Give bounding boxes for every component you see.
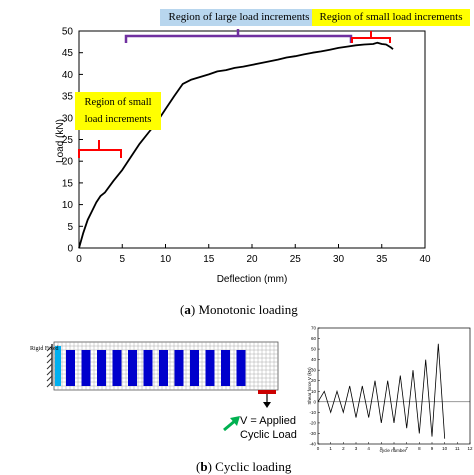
caption-b-text: Cyclic loading — [215, 459, 292, 474]
cyclic-load-line — [317, 343, 446, 439]
caption-a-text: Monotonic loading — [198, 302, 298, 317]
y-tick-label: 30 — [62, 113, 74, 124]
load-plate — [258, 390, 276, 394]
y-tick-label: 10 — [62, 200, 74, 211]
cyclic-x-tick-label: 1 — [329, 446, 332, 451]
fe-model-drawing: Rigid Fixed V = Applied Cyclic Load — [30, 341, 297, 441]
mesh-block — [97, 350, 106, 386]
small-region-left-line1: Region of small — [84, 97, 152, 108]
load-deflection-line — [78, 41, 394, 249]
y-tick-label: 15 — [62, 178, 74, 189]
cyclic-y-tick-label: 50 — [311, 347, 317, 352]
x-tick-label: 35 — [376, 254, 388, 265]
x-tick-label: 40 — [419, 254, 431, 265]
y-tick-label: 20 — [62, 157, 74, 168]
mesh-block — [236, 350, 246, 386]
small-region-right-bracket — [351, 31, 391, 43]
cyclic-x-tick-label: 4 — [367, 446, 370, 451]
green-arrow-head — [230, 416, 240, 426]
cyclic-x-tick-label: 0 — [317, 446, 320, 451]
applied-load-label-1: V = Applied — [240, 415, 296, 427]
y-tick-label: 50 — [62, 27, 74, 38]
y-tick-label: 5 — [67, 222, 73, 233]
rigid-fixed-label: Rigid Fixed — [30, 346, 59, 352]
cyclic-x-tick-label: 5 — [380, 446, 383, 451]
x-tick-label: 5 — [119, 254, 125, 265]
small-region-left-label: Region of small load increments — [75, 92, 161, 130]
caption-b-label: b — [200, 459, 208, 474]
y-tick-label: 0 — [67, 244, 73, 255]
x-tick-label: 10 — [160, 254, 172, 265]
cyclic-y-tick-label: 0 — [313, 399, 316, 404]
cyclic-series — [317, 343, 446, 439]
small-region-left-line2: load increments — [84, 114, 152, 125]
x-tick-label: 0 — [76, 254, 82, 265]
monotonic-series — [78, 41, 394, 249]
cyclic-x-tick-label: 12 — [467, 446, 473, 451]
mesh-block — [174, 350, 184, 386]
x-tick-label: 15 — [203, 254, 215, 265]
cyclic-y-tick-label: 30 — [311, 368, 317, 373]
load-arrow-head — [263, 402, 271, 408]
cyclic-x-tick-label: 10 — [442, 446, 448, 451]
x-tick-label: 20 — [246, 254, 258, 265]
small-region-right-label: Region of small load increments — [312, 9, 470, 26]
cyclic-x-tick-label: 6 — [393, 446, 396, 451]
monotonic-x-axis-label: Deflection (mm) — [217, 274, 288, 285]
cyclic-x-tick-label: 9 — [431, 446, 434, 451]
caption-a: (a) Monotonic loading — [180, 302, 298, 317]
cyclic-y-tick-label: -30 — [309, 431, 316, 436]
cyclic-x-tick-label: 7 — [405, 446, 408, 451]
x-tick-label: 30 — [333, 254, 345, 265]
monotonic-y-axis-label: Load (kN) — [55, 119, 66, 163]
cyclic-x-axis-label: cycle number — [380, 448, 407, 453]
mesh-block — [112, 350, 122, 386]
mesh-block — [66, 350, 75, 386]
cyclic-x-tick-label: 3 — [355, 446, 358, 451]
caption-a-label: a — [184, 302, 191, 317]
mesh-block — [128, 350, 137, 386]
monotonic-tick-labels: 0 5 10 15 20 25 30 35 40 0 5 10 15 20 25 30 35 40 45 50 — [62, 27, 431, 266]
cyclic-x-tick-label: 11 — [455, 446, 460, 451]
y-tick-label: 35 — [62, 92, 74, 103]
mesh-blue-blocks — [66, 350, 246, 386]
cyclic-y-axis-label: Shear force V (kN) — [307, 367, 312, 405]
small-region-left-bracket — [78, 140, 122, 158]
cyclic-axes — [317, 327, 471, 445]
cyclic-y-tick-label: 40 — [311, 357, 317, 362]
y-tick-label: 45 — [62, 48, 74, 59]
cyclic-chart: 0 1 2 3 4 5 6 7 8 9 10 11 12-40-30-20-10010203040506… — [307, 326, 473, 454]
cyclic-tick-labels: 0 1 2 3 4 5 6 7 8 9 10 11 12-40-30-20-10010203040506… — [309, 326, 473, 452]
cyclic-y-tick-label: -20 — [309, 420, 316, 425]
cyclic-y-tick-label: -40 — [309, 442, 316, 447]
x-tick-label: 25 — [290, 254, 302, 265]
monotonic-chart: 0 5 10 15 20 25 30 35 40 0 5 10 15 20 25 30 35 40 45 50 Def… — [55, 27, 431, 286]
cyclic-y-tick-label: 10 — [311, 389, 317, 394]
y-tick-label: 40 — [62, 70, 74, 81]
y-tick-label: 25 — [62, 135, 74, 146]
mesh-block — [221, 350, 230, 386]
cyclic-y-tick-label: 20 — [311, 378, 317, 383]
cyclic-y-tick-label: -10 — [309, 410, 316, 415]
large-region-label: Region of large load increments — [160, 9, 318, 26]
cyclic-y-tick-label: 60 — [311, 336, 317, 341]
support-strip — [55, 346, 61, 386]
caption-b: (b) Cyclic loading — [196, 459, 292, 474]
mesh-block — [159, 350, 168, 386]
mesh-block — [81, 350, 91, 386]
monotonic-axes — [78, 30, 426, 249]
mesh-block — [143, 350, 153, 386]
cyclic-x-tick-label: 2 — [342, 446, 345, 451]
rigid-support — [46, 344, 53, 388]
applied-load-label-2: Cyclic Load — [240, 429, 297, 441]
mesh-block — [205, 350, 215, 386]
mesh-block — [190, 350, 199, 386]
cyclic-x-tick-label: 8 — [418, 446, 421, 451]
cyclic-plot-frame — [317, 327, 471, 445]
monotonic-plot-frame — [78, 30, 426, 249]
cyclic-y-tick-label: 70 — [311, 326, 317, 331]
